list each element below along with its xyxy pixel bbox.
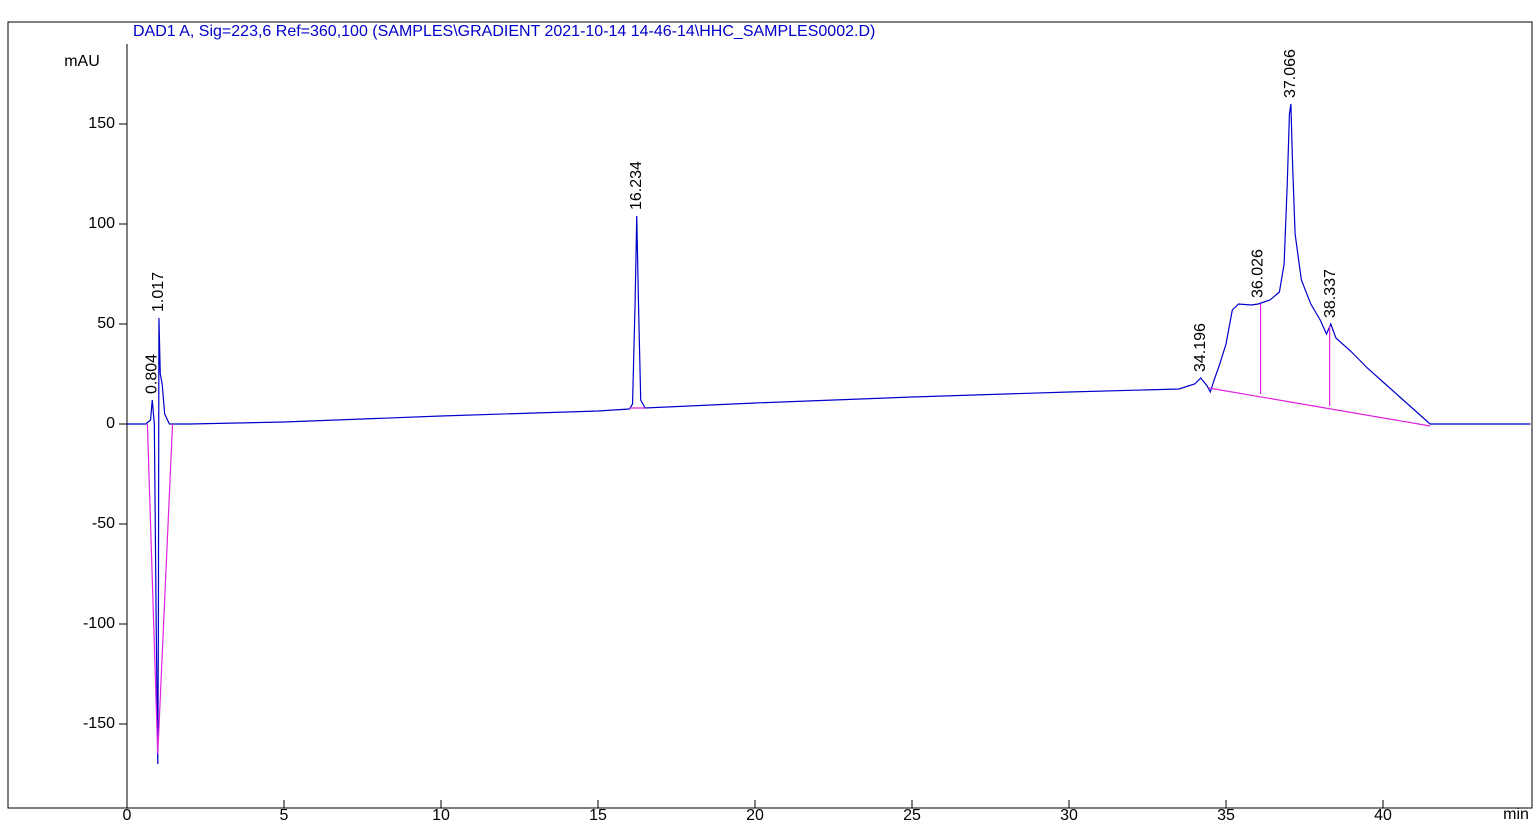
- x-tick-label: 0: [123, 807, 132, 824]
- y-tick-label: 100: [88, 215, 115, 232]
- x-tick-label: 30: [1060, 807, 1078, 824]
- y-axis-label: mAU: [64, 53, 100, 70]
- x-tick-label: 15: [589, 807, 607, 824]
- y-tick-label: -150: [83, 715, 115, 732]
- x-tick-label: 10: [432, 807, 450, 824]
- y-tick-label: -100: [83, 615, 115, 632]
- peak-label: 38.337: [1322, 269, 1339, 318]
- x-tick-label: 20: [746, 807, 764, 824]
- series-line: [127, 103, 1531, 765]
- y-tick-label: 150: [88, 115, 115, 132]
- chart-title: DAD1 A, Sig=223,6 Ref=360,100 (SAMPLES\G…: [133, 23, 875, 40]
- peak-label: 1.017: [150, 272, 167, 312]
- x-axis-label: min: [1503, 806, 1529, 823]
- x-tick-label: 5: [280, 807, 289, 824]
- peak-label: 34.196: [1192, 323, 1209, 372]
- y-tick-label: 0: [106, 415, 115, 432]
- series-line: [146, 304, 1431, 755]
- x-tick-label: 25: [903, 807, 921, 824]
- x-tick-label: 40: [1374, 807, 1392, 824]
- x-tick-label: 35: [1217, 807, 1235, 824]
- peak-label: 37.066: [1282, 49, 1299, 98]
- y-tick-label: 50: [97, 315, 115, 332]
- y-tick-label: -50: [92, 515, 115, 532]
- frame: [7, 21, 1533, 809]
- peak-label: 16.234: [628, 161, 645, 210]
- peak-label: 0.804: [143, 354, 160, 394]
- peak-label: 36.026: [1249, 249, 1266, 298]
